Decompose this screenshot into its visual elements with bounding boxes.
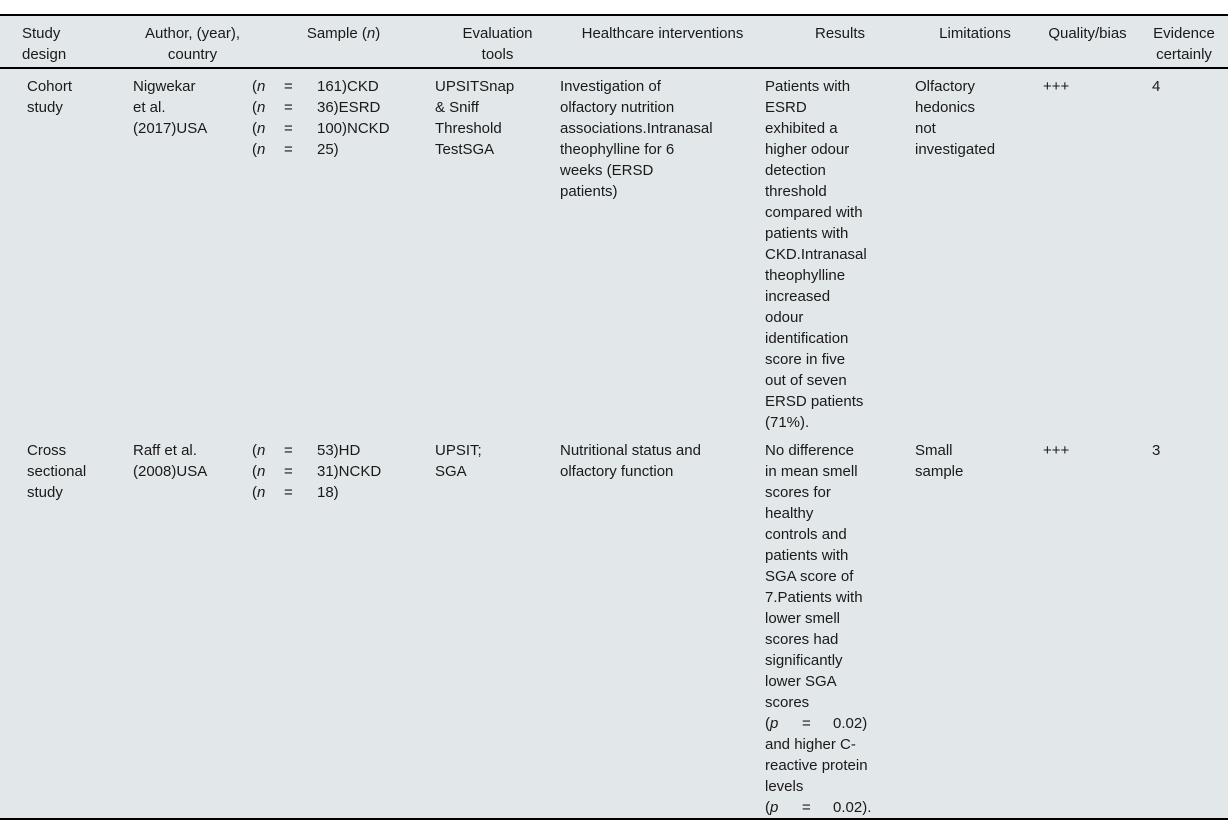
p-value-line: (p = 0.02). [765, 799, 872, 816]
author-cell: Raff et al. (2008)USA [133, 442, 208, 480]
quality-bias-cell: +++ [1043, 442, 1070, 459]
table-header-row: Study design Author, (year), country Sam… [0, 15, 1228, 69]
sample-header-prefix: Sample ( [306, 25, 367, 42]
sample-value: 25) [317, 141, 339, 158]
quality-bias-cell: +++ [1043, 78, 1070, 95]
evidence-certainty-cell: 3 [1152, 442, 1161, 459]
results-cell: No difference in mean smell scores for h… [765, 433, 915, 819]
col-header-evidence-certainty: Evidence certainly [1140, 15, 1228, 69]
sample-line: (n = 100)NCKD [252, 120, 390, 137]
col-header-limitations: Limitations [915, 15, 1035, 69]
healthcare-interventions-cell: Investigation of olfactory nutrition ass… [560, 78, 713, 200]
sample-value: 36)ESRD [317, 99, 381, 116]
p-value: 0.02). [833, 799, 872, 816]
evidence-certainty-cell: 4 [1152, 78, 1161, 95]
sample-line: (n = 161)CKD [252, 78, 379, 95]
limitations-cell: Small sample [915, 442, 964, 480]
limitations-cell: Olfactory hedonics not investigated [915, 78, 996, 158]
sample-line: (n = 36)ESRD [252, 99, 381, 116]
healthcare-interventions-cell: Nutritional status and olfactory functio… [560, 442, 701, 480]
sample-line: (n = 53)HD [252, 442, 361, 459]
col-header-study-design: Study design [0, 15, 133, 69]
sample-value: 53)HD [317, 442, 361, 459]
p-value-line: (p = 0.02) [765, 715, 868, 732]
col-header-results: Results [765, 15, 915, 69]
evidence-review-table: Study design Author, (year), country Sam… [0, 14, 1228, 820]
results-cell: Patients with ESRD exhibited a higher od… [765, 78, 867, 431]
sample-line: (n = 25) [252, 141, 339, 158]
evaluation-tools-cell: UPSITSnap & Sniff Threshold TestSGA [435, 78, 515, 158]
col-header-sample-n: Sample (n) [252, 15, 435, 69]
sample-value: 100)NCKD [317, 120, 390, 137]
sample-line: (n = 18) [252, 484, 339, 501]
results-text: No difference in mean smell scores for h… [765, 442, 863, 711]
sample-header-n-variable: n [366, 25, 376, 42]
col-header-author-year-country: Author, (year), country [133, 15, 252, 69]
col-header-healthcare-interventions: Healthcare interventions [560, 15, 765, 69]
sample-value: 18) [317, 484, 339, 501]
study-design-cell: Cross sectional study [27, 442, 87, 501]
col-header-quality-bias: Quality/bias [1035, 15, 1140, 69]
sample-line: (n = 31)NCKD [252, 463, 382, 480]
study-row-nigwekar-2017: Cohort study Nigwekar et al. (2017)USA (… [0, 68, 1228, 433]
author-cell: Nigwekar et al. (2017)USA [133, 78, 208, 137]
p-value: 0.02) [833, 715, 868, 732]
col-header-evaluation-tools: Evaluation tools [435, 15, 560, 69]
study-design-cell: Cohort study [27, 78, 73, 116]
sample-cell: (n = 161)CKD (n = 36)ESRD (n = 100)NCKD (n = 25) [252, 68, 435, 433]
sample-value: 161)CKD [317, 78, 379, 95]
sample-cell: (n = 53)HD (n = 31)NCKD (n = 18) [252, 433, 435, 819]
sample-value: 31)NCKD [317, 463, 382, 480]
study-row-raff-2008: Cross sectional study Raff et al. (2008)… [0, 433, 1228, 819]
sample-header-suffix: ) [375, 25, 381, 42]
results-text: and higher C- reactive protein levels [765, 736, 868, 795]
evaluation-tools-cell: UPSIT; SGA [435, 442, 482, 480]
